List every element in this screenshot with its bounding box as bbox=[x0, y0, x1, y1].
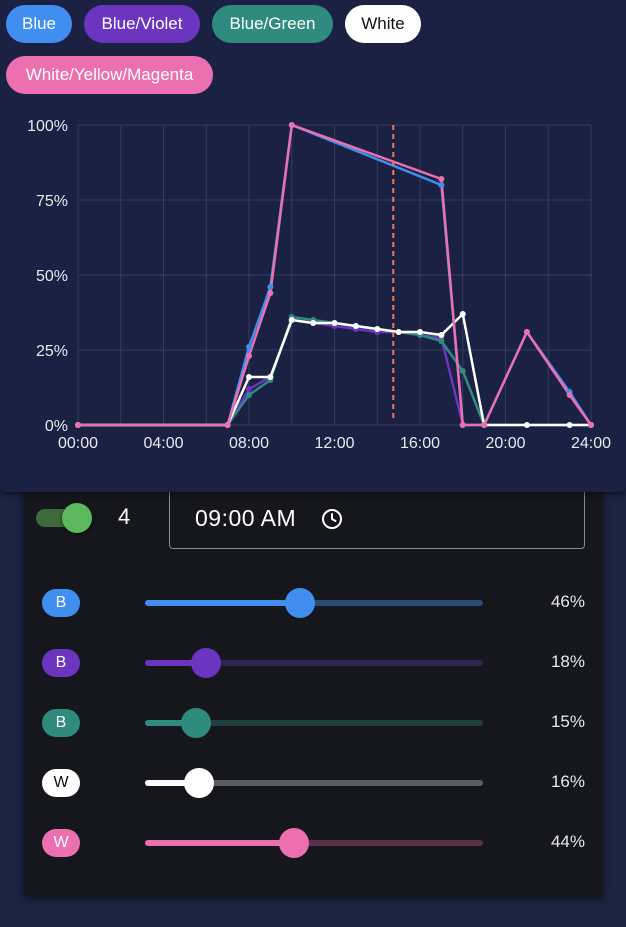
slider-percent: 46% bbox=[550, 592, 585, 611]
slider-thumb[interactable] bbox=[285, 588, 316, 618]
data-point-white-yellow-magenta bbox=[224, 422, 231, 428]
chart-axes: 0% 25% 50% 75% 100% 00:00 04:00 08:00 12:00 16:00… bbox=[27, 118, 611, 452]
data-point-white-yellow-magenta bbox=[481, 422, 488, 428]
data-point-white bbox=[267, 374, 274, 380]
y-tick-label: 0% bbox=[45, 418, 68, 435]
y-tick-label: 100% bbox=[27, 118, 68, 135]
data-point-blue-violet bbox=[246, 386, 252, 392]
data-point-blue bbox=[438, 182, 445, 188]
data-point-white bbox=[438, 332, 445, 338]
data-point-white-yellow-magenta bbox=[588, 422, 594, 428]
data-point-blue-green bbox=[459, 368, 466, 374]
slider-fill bbox=[145, 720, 196, 726]
data-point-white-yellow-magenta bbox=[75, 422, 81, 428]
x-tick-label: 00:00 bbox=[58, 435, 98, 452]
legend-chip-blue-green[interactable]: Blue/Green bbox=[212, 5, 333, 43]
intensity-chart-svg[interactable]: 0% 25% 50% 75% 100% 00:00 04:00 08:00 12:00 16:00… bbox=[0, 100, 626, 470]
data-point-white bbox=[246, 374, 252, 380]
y-tick-label: 75% bbox=[36, 193, 68, 210]
channel-badge: B bbox=[42, 709, 80, 737]
x-tick-label: 12:00 bbox=[314, 435, 354, 452]
slider-row-white: W 16% bbox=[24, 764, 603, 804]
intensity-chart[interactable]: 0% 25% 50% 75% 100% 00:00 04:00 08:00 12:00 16:00… bbox=[0, 100, 626, 470]
data-point-white bbox=[523, 422, 530, 428]
data-point-white-yellow-magenta bbox=[246, 353, 252, 359]
data-point-white bbox=[352, 323, 359, 329]
step-enabled-toggle[interactable] bbox=[36, 503, 92, 533]
slider-track[interactable] bbox=[145, 708, 483, 738]
time-value: 09:00 AM bbox=[195, 505, 297, 531]
slider-track[interactable] bbox=[145, 768, 483, 798]
slider-track[interactable] bbox=[145, 588, 483, 618]
data-point-white-yellow-magenta bbox=[438, 176, 445, 182]
slider-fill bbox=[145, 600, 301, 606]
slider-percent: 15% bbox=[550, 712, 585, 731]
y-tick-label: 25% bbox=[36, 343, 68, 360]
slider-thumb[interactable] bbox=[278, 828, 309, 858]
step-number: 4 bbox=[118, 504, 131, 529]
slider-fill bbox=[145, 780, 200, 786]
data-point-white bbox=[331, 320, 338, 326]
slider-percent: 44% bbox=[550, 832, 585, 851]
chart-points bbox=[75, 122, 594, 428]
step-editor-panel: 4 09:00 AM B 46% B 18% B bbox=[24, 470, 603, 897]
data-point-white bbox=[459, 311, 466, 317]
slider-row-blue-violet: B 18% bbox=[24, 644, 603, 684]
slider-track[interactable] bbox=[145, 648, 483, 678]
slider-track[interactable] bbox=[145, 828, 483, 858]
slider-row-white-yellow-magenta: W 44% bbox=[24, 824, 603, 864]
data-point-white bbox=[374, 326, 381, 332]
slider-row-blue-green: B 15% bbox=[24, 704, 603, 744]
slider-fill bbox=[145, 660, 206, 666]
slider-percent: 16% bbox=[550, 772, 585, 791]
time-picker-field[interactable]: 09:00 AM bbox=[169, 490, 585, 549]
data-point-blue-green bbox=[246, 392, 252, 398]
data-point-white bbox=[288, 317, 295, 323]
chart-grid bbox=[77, 124, 592, 426]
data-point-white-yellow-magenta bbox=[459, 422, 466, 428]
x-tick-label: 16:00 bbox=[400, 435, 440, 452]
slider-thumb[interactable] bbox=[180, 708, 211, 738]
data-point-blue bbox=[246, 344, 252, 350]
channel-badge: W bbox=[42, 829, 80, 857]
data-point-white-yellow-magenta bbox=[566, 392, 573, 398]
data-point-white bbox=[417, 329, 423, 335]
channel-badge: B bbox=[42, 589, 80, 617]
data-point-white-yellow-magenta bbox=[267, 290, 274, 296]
data-point-blue-green bbox=[438, 338, 445, 344]
slider-thumb[interactable] bbox=[184, 768, 215, 798]
slider-fill bbox=[145, 840, 294, 846]
data-point-white bbox=[310, 320, 317, 326]
data-point-white-yellow-magenta bbox=[523, 329, 530, 335]
y-tick-label: 50% bbox=[36, 268, 68, 285]
data-point-white-yellow-magenta bbox=[288, 122, 295, 128]
legend-chip-blue-violet[interactable]: Blue/Violet bbox=[84, 5, 200, 43]
slider-percent: 18% bbox=[550, 652, 585, 671]
channel-badge: W bbox=[42, 769, 80, 797]
legend-chip-white[interactable]: White bbox=[345, 5, 421, 43]
slider-row-blue: B 46% bbox=[24, 584, 603, 624]
spectrum-chart-panel: Blue Blue/Violet Blue/Green White White/… bbox=[0, 5, 626, 470]
x-tick-label: 08:00 bbox=[229, 435, 269, 452]
x-tick-label: 04:00 bbox=[143, 435, 183, 452]
legend-chip-white-yellow-magenta[interactable]: White/Yellow/Magenta bbox=[6, 56, 213, 94]
data-point-blue bbox=[267, 284, 274, 290]
legend-chip-blue[interactable]: Blue bbox=[6, 5, 72, 43]
x-tick-label: 20:00 bbox=[485, 435, 525, 452]
data-point-white bbox=[566, 422, 573, 428]
x-tick-label: 24:00 bbox=[571, 435, 611, 452]
data-point-white bbox=[395, 329, 402, 335]
clock-icon[interactable] bbox=[320, 507, 344, 531]
channel-badge: B bbox=[42, 649, 80, 677]
slider-thumb[interactable] bbox=[190, 648, 221, 678]
toggle-thumb bbox=[62, 503, 92, 533]
